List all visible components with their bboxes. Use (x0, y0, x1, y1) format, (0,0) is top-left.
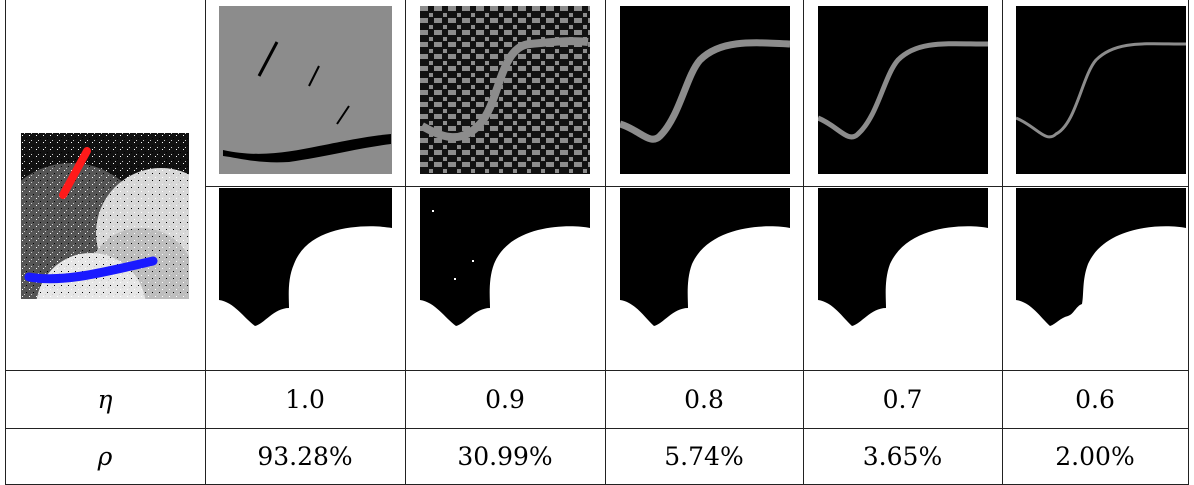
level-map-eta-1-0 (219, 6, 392, 174)
segmentation-eta-0-9 (420, 188, 590, 356)
eta-symbol: η (97, 385, 113, 414)
segmentation-eta-0-7 (818, 188, 988, 356)
segmentation-eta-0-6 (1016, 188, 1186, 356)
table-border-right (1188, 0, 1189, 485)
input-image-with-scribbles (21, 133, 189, 299)
level-map-eta-0-9 (420, 6, 590, 174)
segmentation-eta-0-8 (620, 188, 790, 356)
rho-value: 30.99% (457, 442, 553, 471)
rho-value: 5.74% (664, 442, 744, 471)
eta-value: 0.7 (882, 385, 923, 414)
table-border-left (5, 0, 6, 485)
table-divider (205, 0, 206, 485)
level-map-eta-0-8 (620, 6, 790, 174)
table-divider (405, 0, 406, 485)
table-divider (5, 370, 1189, 371)
segmentation-eta-1-0 (219, 188, 392, 356)
eta-value: 1.0 (285, 385, 325, 414)
table-divider (1002, 0, 1003, 485)
rho-value: 2.00% (1055, 442, 1135, 471)
background-scribble (24, 256, 158, 284)
rho-value: 93.28% (257, 442, 353, 471)
table-divider (5, 428, 1189, 429)
rho-symbol: ρ (97, 442, 113, 471)
foreground-scribble (59, 147, 91, 199)
rho-value: 3.65% (862, 442, 943, 471)
eta-value: 0.6 (1075, 385, 1115, 414)
eta-value: 0.9 (485, 385, 525, 414)
level-map-eta-0-6 (1016, 6, 1186, 174)
table-divider (605, 0, 606, 485)
table-divider (803, 0, 804, 485)
table-divider (205, 186, 1189, 187)
eta-value: 0.8 (684, 385, 724, 414)
level-map-eta-0-7 (818, 6, 988, 174)
